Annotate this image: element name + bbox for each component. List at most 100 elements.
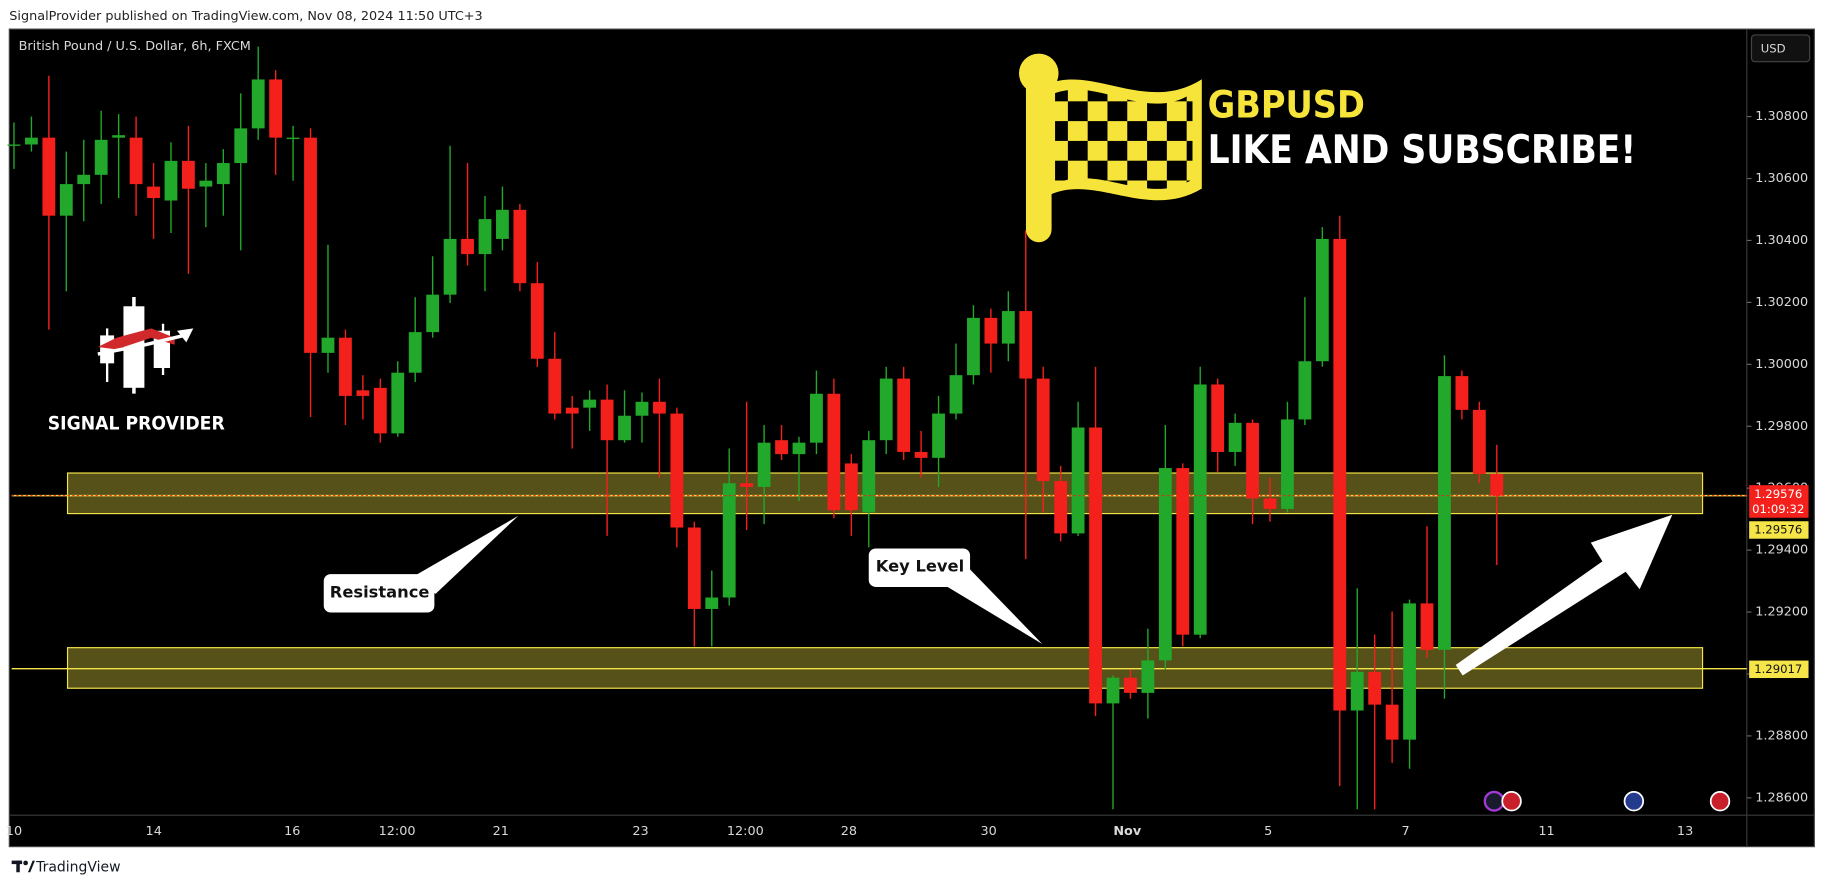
candle-body (914, 451, 928, 458)
candle-body (1438, 376, 1451, 650)
event-icons[interactable] (1483, 790, 1731, 812)
candle-body (77, 174, 91, 185)
candle-body (129, 137, 143, 185)
footer-brand: TradingView (35, 860, 120, 876)
candle-body (1315, 238, 1329, 362)
plot: 1.286001.288001.290001.292001.294001.296… (6, 46, 1809, 839)
candle-body (164, 160, 178, 201)
candle-body (530, 283, 544, 359)
candle-body (216, 163, 230, 185)
candle-body (1124, 677, 1137, 693)
candle-body (304, 137, 317, 353)
candle-body (687, 527, 701, 609)
candle-body (199, 180, 213, 187)
y-tick-label: 1.30600 (1755, 171, 1808, 186)
candle-body (443, 238, 457, 295)
candle-body (7, 144, 21, 146)
level-label: 1.29017 (1754, 662, 1802, 676)
x-tick-label: 28 (841, 824, 857, 839)
candle-body (722, 483, 736, 598)
candle-body (94, 139, 108, 175)
candle-body (147, 186, 160, 199)
candle-body (862, 440, 876, 513)
candle-body (1141, 660, 1155, 693)
candle-body (478, 219, 492, 255)
candle-body (792, 442, 806, 455)
candle-body (984, 317, 998, 344)
candle-body (565, 407, 579, 414)
y-tick-label: 1.28800 (1755, 728, 1808, 743)
candle-body (25, 137, 38, 145)
countdown-label: 01:09:32 (1752, 502, 1804, 516)
level-label: 1.29576 (1754, 522, 1802, 536)
publish-header: SignalProvider published on TradingView.… (9, 9, 482, 24)
candle-body (775, 440, 788, 455)
last-price-label: 1.29576 (1754, 487, 1802, 501)
candle-body (1228, 422, 1242, 452)
y-tick-label: 1.30200 (1755, 295, 1808, 310)
candle-body (897, 378, 911, 452)
candle-body (59, 184, 73, 216)
candle-body (269, 79, 283, 138)
x-tick-label: 30 (981, 824, 997, 839)
candle-body (496, 209, 509, 239)
candle-body (373, 387, 387, 434)
x-tick-label: 5 (1264, 824, 1272, 839)
candle-body (548, 358, 562, 414)
x-tick-label: 21 (493, 824, 509, 839)
candle-body (1158, 468, 1172, 661)
x-tick-label: Nov (1113, 824, 1142, 839)
symbol-title: British Pound / U.S. Dollar, 6h, FXCM (19, 39, 251, 54)
candle-body (1368, 671, 1382, 705)
currency-box[interactable] (1750, 34, 1811, 63)
zone (66, 472, 1704, 515)
tradingview-logo (11, 860, 35, 873)
candle-body (1281, 419, 1294, 509)
candle-body (757, 442, 771, 487)
candle-body (339, 337, 352, 396)
y-tick-label: 1.29800 (1755, 419, 1808, 434)
candle-body (251, 79, 265, 129)
last-price-box (1749, 485, 1809, 518)
candle-body (513, 209, 527, 284)
candle-body (844, 463, 858, 511)
candle-body (1403, 603, 1416, 740)
candle-body (967, 317, 980, 376)
resistance-label: Resistance (330, 582, 430, 601)
candle-body (1089, 427, 1102, 704)
candle-body (286, 137, 300, 140)
candle-body (1054, 481, 1068, 534)
candle-body (1333, 238, 1347, 711)
candle-body (1176, 468, 1190, 635)
zone (66, 647, 1704, 689)
x-tick-label: 10 (6, 824, 22, 839)
x-tick-label: 12:00 (379, 824, 416, 839)
candle-body (408, 332, 422, 373)
x-tick-label: 16 (284, 824, 300, 839)
candle-body (42, 137, 56, 216)
y-tick-label: 1.30000 (1755, 357, 1808, 372)
trend-arrow (1455, 514, 1673, 676)
flag-icon (1018, 53, 1202, 243)
candle-body (1019, 311, 1033, 379)
resistance-callout (323, 515, 519, 613)
candle-body (600, 399, 614, 441)
x-tick-label: 12:00 (727, 824, 764, 839)
overlay-subtitle: LIKE AND SUBSCRIBE! (1208, 127, 1637, 173)
candle-body (234, 128, 248, 164)
candle-body (461, 238, 474, 255)
logo-icon (97, 296, 194, 394)
key-level-callout (868, 548, 1043, 645)
candle-body (653, 401, 666, 414)
candle-body (670, 413, 684, 528)
candle-body (949, 375, 963, 414)
candle-body (1246, 422, 1259, 499)
logo-text: SIGNAL PROVIDER (48, 413, 225, 434)
candle-body (705, 597, 719, 609)
candle-body (1420, 603, 1434, 650)
y-tick-label: 1.28600 (1755, 790, 1808, 805)
candle-body (810, 393, 823, 443)
candle-body (1036, 378, 1050, 482)
